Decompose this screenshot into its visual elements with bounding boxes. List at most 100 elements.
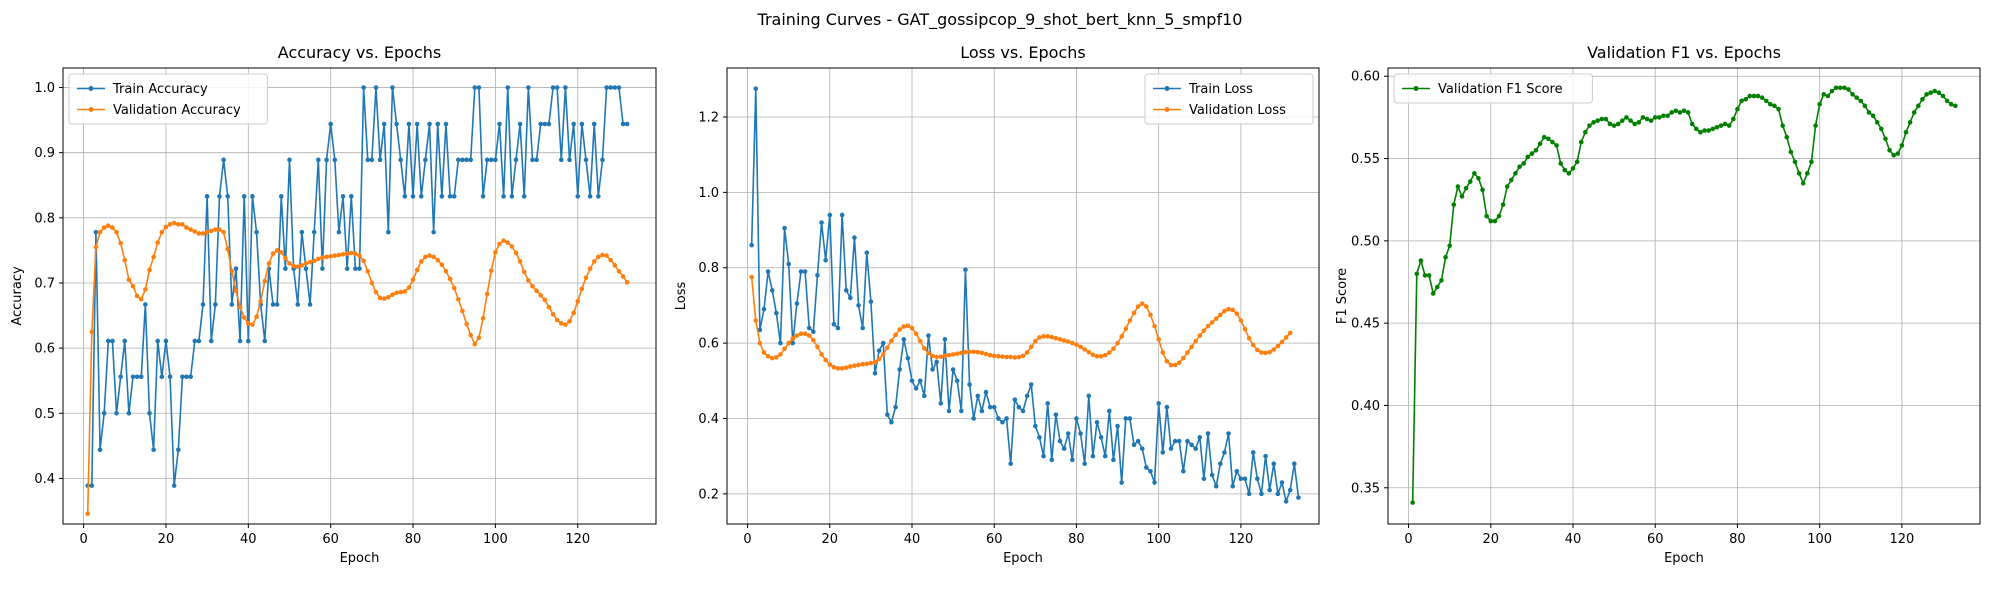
data-point [608,85,613,90]
data-point [811,329,816,335]
data-point [246,338,251,344]
data-point [983,389,989,395]
data-point [1033,338,1038,344]
data-point [868,299,874,304]
data-point [332,157,338,163]
data-point [357,266,362,271]
data-point [1611,123,1617,128]
data-point [97,229,103,235]
data-point [761,350,767,355]
data-point [1119,480,1124,485]
data-point [93,229,99,235]
data-point [1833,85,1839,91]
data-point [571,121,576,127]
data-point [620,121,626,127]
data-point [423,254,428,260]
data-point [526,278,531,283]
x-tick-label: 60 [986,532,1003,547]
x-tick-label: 120 [565,532,590,547]
data-point [1292,461,1297,467]
data-point [1718,123,1724,128]
data-point [901,337,907,342]
data-point [913,331,919,336]
data-point [1739,98,1744,104]
data-point [1024,350,1030,355]
x-tick-label: 60 [1647,532,1664,547]
data-point [1041,453,1046,459]
data-point [757,327,763,333]
data-point [451,285,457,291]
data-point [811,337,816,343]
data-point [583,275,589,281]
axes-frame [62,67,657,525]
data-point [204,229,210,235]
data-point [418,194,424,199]
data-point [542,121,548,127]
data-point [831,321,837,327]
data-point [843,365,849,370]
data-point [369,280,375,286]
chart-title: Loss vs. Epochs [960,43,1085,62]
data-point [905,323,911,329]
data-point [827,362,833,367]
y-tick-label: 0.6 [34,342,55,357]
data-point [864,361,870,367]
data-point [1000,419,1005,425]
data-point [1866,110,1872,115]
data-point [1513,171,1518,176]
data-point [546,121,552,127]
data-point [316,256,321,262]
data-point [348,250,354,256]
legend-label: Validation Accuracy [113,103,241,118]
data-point [534,157,539,163]
data-point [1255,476,1260,482]
data-point [241,315,247,320]
data-point [774,355,779,360]
data-point [509,244,515,249]
data-point [1587,123,1592,128]
data-point [1529,151,1535,156]
data-point [1850,92,1855,97]
data-point [942,337,948,342]
data-point [1439,278,1444,283]
data-point [1615,121,1621,127]
data-point [963,349,968,355]
data-point [365,268,371,274]
data-point [885,412,890,418]
data-point [852,235,857,240]
data-point [591,121,597,127]
data-point [1837,85,1843,91]
data-point [274,302,280,307]
data-point [975,393,981,399]
y-axis-label: Accuracy [10,266,25,326]
data-point [753,86,759,92]
data-point [856,303,861,308]
data-point [1028,344,1034,350]
data-point [1846,87,1851,92]
data-point [1004,416,1009,421]
data-point [1082,461,1087,467]
data-point [987,352,993,358]
data-point [435,257,441,263]
data-point [414,267,420,273]
data-point [839,212,845,218]
x-axis-label: Epoch [1664,551,1704,566]
data-point [1595,118,1600,123]
data-point [1509,177,1514,183]
data-point [1259,350,1264,355]
data-point [1842,85,1847,91]
data-point [1152,323,1157,329]
data-point [447,276,453,282]
data-point [794,333,800,338]
data-point [225,194,231,199]
data-point [913,386,919,391]
data-point [196,231,202,236]
data-point [1259,491,1264,497]
data-point [550,311,556,317]
data-point [1107,350,1112,355]
data-point [184,374,189,380]
data-point [1152,480,1157,485]
data-point [1788,149,1794,155]
data-point [1607,121,1613,127]
data-point [505,85,511,90]
